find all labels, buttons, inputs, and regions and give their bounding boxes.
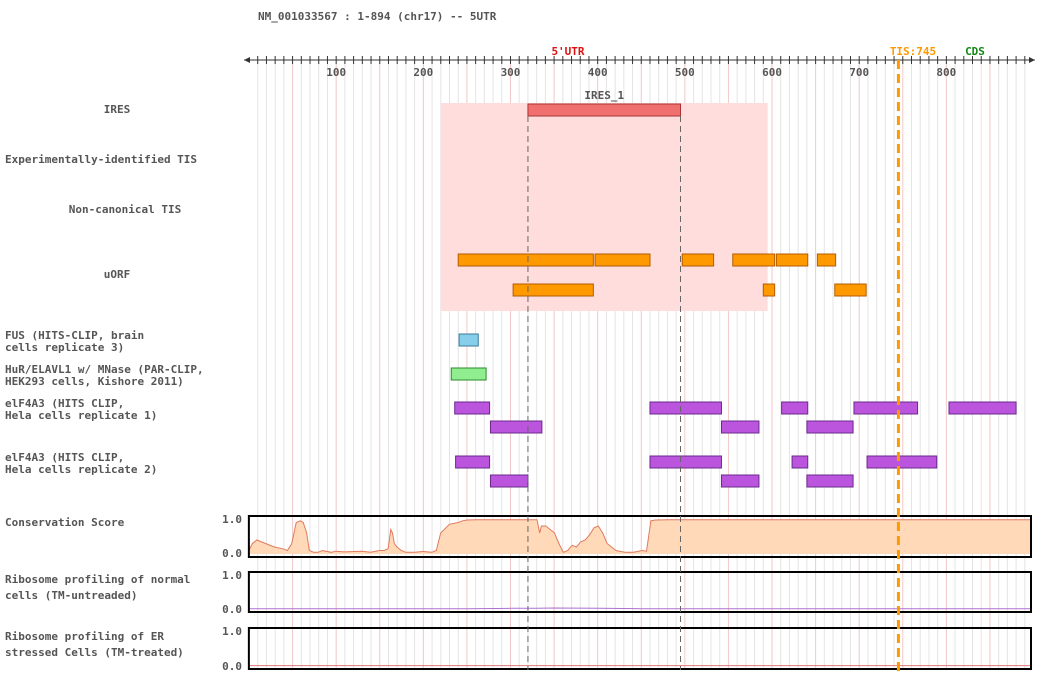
eif4a3-rep2-box [649,455,722,469]
axis-tick-label: 800 [936,66,956,79]
label-ribo-normal-1: Ribosome profiling of normal [5,573,190,586]
axis-tick-label: 700 [849,66,869,79]
ribo-stressed-ytick-min: 0.0 [222,660,242,673]
ires-highlight-region [440,103,768,311]
label-fus-2: cells replicate 3) [5,341,124,354]
ribo-normal-plot-line [248,607,1031,610]
uorf-box [762,283,776,297]
eif4a3-rep1-box [720,420,760,434]
ires-highlight-rect [440,103,768,311]
label-ribo-stressed-1: Ribosome profiling of ER [5,630,164,643]
conservation-ytick-min: 0.0 [222,547,242,560]
uorf-box [775,253,809,267]
conservation-plot-area [248,519,1031,554]
tis-label: TIS:745 [890,45,936,58]
label-ribo-stressed-2: stressed Cells (TM-treated) [5,646,184,659]
uorf-box [594,253,651,267]
label-eif4a3-2b: Hela cells replicate 2) [5,463,157,476]
axis-tick-label: 300 [501,66,521,79]
label-noncanonical-tis: Non-canonical TIS [69,203,182,216]
hur-box [450,367,487,381]
eif4a3-rep1-box [806,420,854,434]
ribo-stressed-ytick-max: 1.0 [222,625,242,638]
conservation-plot-frame [247,515,1032,558]
label-hur-2: HEK293 cells, Kishore 2011) [5,375,184,388]
label-ires: IRES [104,103,131,116]
marker-lines [527,60,900,672]
label-hur-1: HuR/ELAVL1 w/ MNase (PAR-CLIP, [5,363,204,376]
ribo-stressed-plot-frame [247,627,1032,670]
axis-arrow-left [244,57,250,63]
label-eif4a3-1b: Hela cells replicate 1) [5,409,157,422]
label-ribo-normal-2: cells (TM-untreaded) [5,589,137,602]
axis-arrow-right [1029,57,1035,63]
ribo-normal-ytick-max: 1.0 [222,569,242,582]
label-exp-tis: Experimentally-identified TIS [5,153,197,166]
eif4a3-rep1-box [781,401,809,415]
conservation-ytick-max: 1.0 [222,513,242,526]
label-conservation: Conservation Score [5,516,125,529]
eif4a3-rep1-box [454,401,491,415]
fus-box [458,333,479,347]
eif4a3-rep1-box [489,420,543,434]
position-axis: 100 200 300 400 500 600 700 800 [244,56,1035,79]
conservation-plot-line [248,519,1031,553]
eif4a3-rep2-box [720,474,760,488]
label-eif4a3-1a: elF4A3 (HITS CLIP, [5,397,124,410]
utr-label: 5'UTR [551,45,584,58]
transcript-header: NM_001033567 : 1-894 (chr17) -- 5UTR [258,10,497,23]
grid-lines [257,62,1026,668]
eif4a3-rep2-box [455,455,491,469]
eif4a3-rep2-box [866,455,938,469]
uorf-box [732,253,776,267]
eif4a3-rep1-box [948,401,1017,415]
uorf-box [681,253,715,267]
label-eif4a3-2a: elF4A3 (HITS CLIP, [5,451,124,464]
label-uorf: uORF [104,268,131,281]
uorf-box [834,283,867,297]
ires-box-label: IRES_1 [584,89,624,102]
ribo-normal-plot-frame [247,571,1032,613]
eif4a3-rep2-box [489,474,529,488]
eif4a3-rep2-box [791,455,809,469]
uorf-box [816,253,837,267]
label-fus-1: FUS (HITS-CLIP, brain [5,329,144,342]
score-plots [247,515,1032,670]
axis-tick-label: 500 [675,66,695,79]
eif4a3-rep1-box [853,401,919,415]
ires-box [527,103,681,117]
axis-tick-label: 100 [326,66,346,79]
eif4a3-rep1-box [649,401,722,415]
uorf-box [457,253,594,267]
eif4a3-rep2-box [806,474,854,488]
uorf-box [512,283,594,297]
axis-tick-label: 600 [762,66,782,79]
axis-tick-label: 200 [413,66,433,79]
cds-label: CDS [965,45,985,58]
feature-tracks: IRES_1 [450,89,1017,488]
ribo-normal-ytick-min: 0.0 [222,603,242,616]
axis-tick-label: 400 [588,66,608,79]
